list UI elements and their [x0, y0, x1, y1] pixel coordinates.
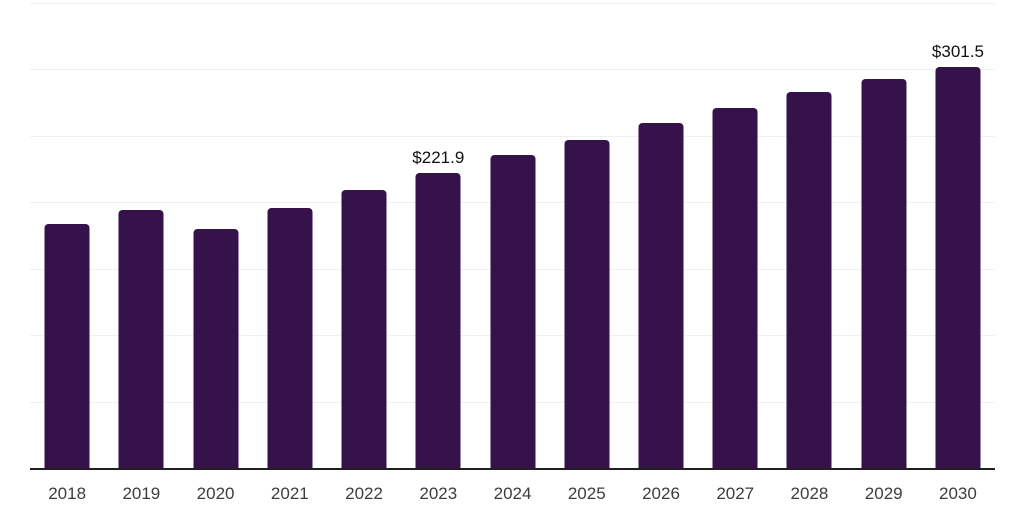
bar-2018 [44, 223, 90, 468]
bar-slot-2018 [30, 3, 104, 468]
x-tick-2028: 2028 [790, 484, 829, 503]
bar-slot-2030: $301.5 [921, 3, 995, 468]
bar-slot-2021 [253, 3, 327, 468]
gridline-350 [30, 3, 995, 4]
x-tick-2029: 2029 [864, 484, 903, 503]
x-tick-2026: 2026 [642, 484, 680, 503]
x-tick-2027: 2027 [716, 484, 755, 503]
bar-2030 [935, 67, 981, 468]
bar-2022 [341, 190, 387, 468]
x-axis-labels: 2018 2019 2020 2021 2022 2023 2024 2025 2026 2027… [30, 482, 995, 506]
gridline-300 [30, 69, 995, 71]
plot-area: $221.9 $301.5 [30, 3, 995, 470]
bar-slot-2024 [475, 3, 549, 468]
x-tick-2023: 2023 [419, 484, 458, 503]
bar-slot-2023: $221.9 [401, 3, 475, 468]
bar-slot-2027 [698, 3, 772, 468]
bar-slot-2029 [847, 3, 921, 468]
bar-slot-2028 [772, 3, 846, 468]
bar-2020 [193, 228, 239, 468]
data-label-2030: $301.5 [931, 42, 984, 62]
bars-container: $221.9 $301.5 [30, 3, 995, 468]
x-tick-2018: 2018 [48, 484, 87, 503]
bar-2024 [490, 155, 536, 468]
bar-2028 [786, 92, 832, 468]
bar-slot-2019 [104, 3, 178, 468]
bar-2029 [861, 79, 907, 468]
gridline-250 [30, 135, 995, 137]
data-label-2023: $221.9 [412, 148, 465, 168]
bar-2023 [415, 173, 461, 468]
bar-2019 [118, 209, 164, 468]
bar-2027 [712, 107, 758, 468]
x-tick-2020: 2020 [196, 484, 235, 503]
x-tick-2030: 2030 [939, 484, 977, 503]
bar-slot-2025 [550, 3, 624, 468]
x-tick-2024: 2024 [493, 484, 532, 503]
x-tick-2022: 2022 [345, 484, 383, 503]
bar-slot-2020 [178, 3, 252, 468]
bar-slot-2026 [624, 3, 698, 468]
bar-2025 [564, 139, 610, 468]
bar-2026 [638, 122, 684, 468]
x-tick-2021: 2021 [270, 484, 309, 503]
bar-2021 [267, 207, 313, 468]
x-tick-2019: 2019 [122, 484, 161, 503]
x-tick-2025: 2025 [567, 484, 606, 503]
bar-slot-2022 [327, 3, 401, 468]
